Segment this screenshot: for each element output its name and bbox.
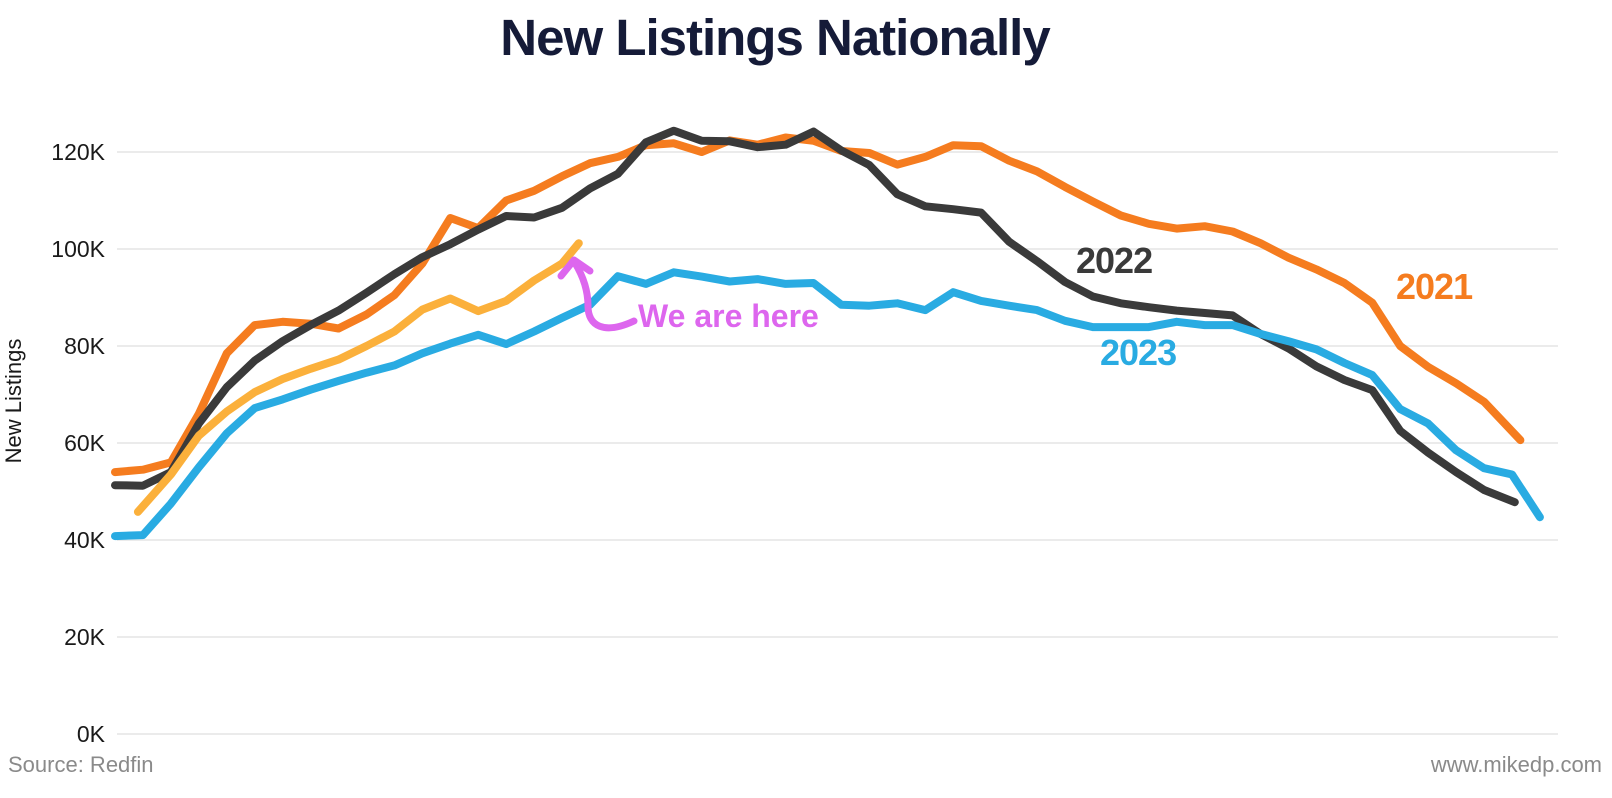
line-2023 <box>111 268 1544 541</box>
source-credit: Source: Redfin <box>8 752 154 777</box>
we-are-here-arrow <box>557 256 638 332</box>
series-label-2021: 2021 <box>1396 266 1473 307</box>
we-are-here-annotation: We are here <box>638 298 819 334</box>
gridlines <box>117 151 1558 735</box>
y-tick-labels: 120K 100K 80K 60K 40K 20K 0K <box>51 139 105 747</box>
y-tick-60K: 60K <box>64 430 106 456</box>
y-tick-80K: 80K <box>64 333 106 359</box>
line-current-year-we-are-here- <box>133 239 583 516</box>
line-2021 <box>111 133 1525 477</box>
annotation-arrow-curve <box>571 259 638 332</box>
data-lines <box>111 126 1544 541</box>
series-label-2023: 2023 <box>1100 332 1177 373</box>
line-2022 <box>111 126 1519 507</box>
y-tick-40K: 40K <box>64 527 106 553</box>
y-tick-120K: 120K <box>51 139 105 165</box>
y-tick-100K: 100K <box>51 236 105 262</box>
chart-title: New Listings Nationally <box>500 9 1050 66</box>
y-tick-0K: 0K <box>77 721 106 747</box>
annotation-arrow-head <box>557 256 594 280</box>
website-credit: www.mikedp.com <box>1430 752 1602 777</box>
series-label-2022: 2022 <box>1076 240 1153 281</box>
y-tick-20K: 20K <box>64 624 106 650</box>
